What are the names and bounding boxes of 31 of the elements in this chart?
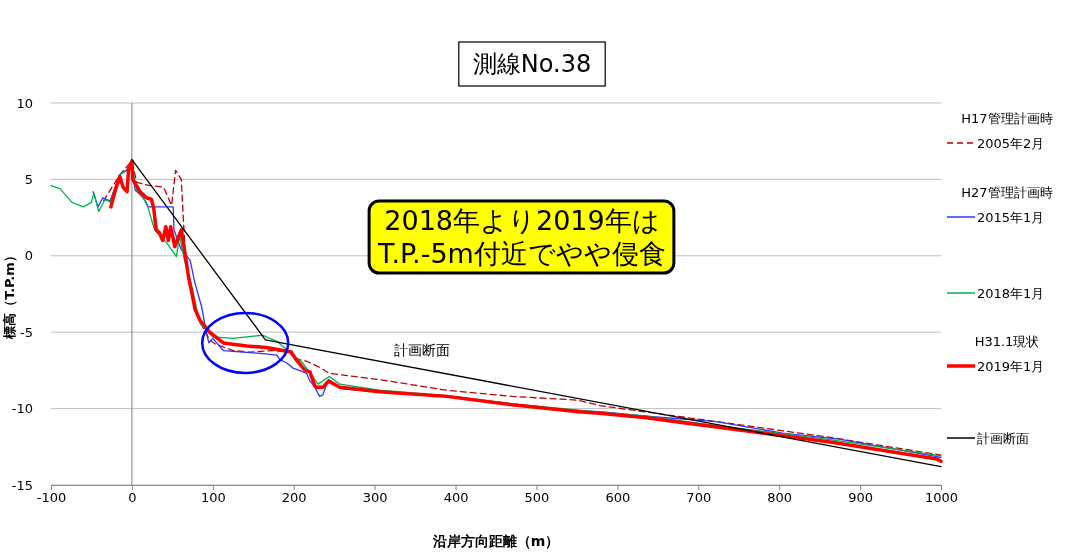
chart-title: 測線No.38 [472,50,592,78]
x-tick-label: 600 [605,490,631,506]
x-tick-label: 800 [767,490,793,506]
y-tick-label: -15 [11,477,33,493]
x-tick-label: -100 [36,490,67,506]
text: H17管理計画時 [961,111,1053,126]
x-tick-label: 700 [686,490,712,506]
annotation: 計画断面 [394,342,450,358]
legend-label: 2015年1月 [977,210,1045,225]
annotation: 2018年より2019年は T.P.-5m付近でやや侵食 [377,205,666,269]
x-tick-label: 900 [848,490,873,506]
y-tick-label: -10 [11,401,33,417]
x-tick-label: 0 [128,490,137,506]
x-tick-label: 400 [443,490,469,506]
y-axis-title: 標高（T.P.m） [2,249,17,340]
y-tick-label: 0 [24,248,33,264]
legend-label: 2019年1月 [977,359,1045,374]
legend-label: 2018年1月 [977,286,1045,301]
y-tick-label: 10 [16,95,33,111]
x-tick-label: 500 [524,490,550,506]
x-tick-label: 300 [362,490,388,506]
x-tick-label: 100 [200,490,226,506]
text: H31.1現状 [974,334,1040,349]
y-tick-label: -5 [20,324,33,340]
legend-label: 2005年2月 [977,136,1045,151]
legend-label: 計画断面 [977,431,1029,446]
y-tick-label: 5 [24,172,33,188]
text: H27管理計画時 [961,185,1053,200]
x-tick-label: 200 [281,490,307,506]
x-axis-title: 沿岸方向距離（m） [431,533,560,549]
x-tick-label: 1000 [924,490,959,506]
